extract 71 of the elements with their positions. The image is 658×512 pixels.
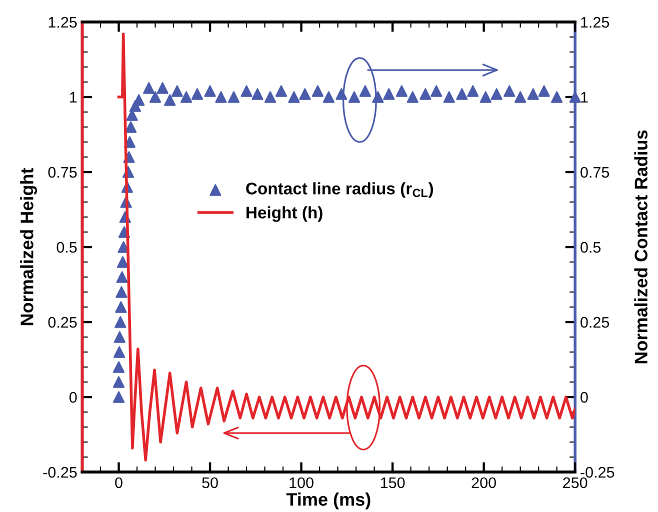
point [252, 88, 264, 100]
x-axis-title: Time (ms) [286, 492, 370, 510]
point [467, 85, 479, 97]
point [480, 91, 492, 103]
point [569, 91, 581, 103]
point [312, 85, 324, 97]
point [490, 88, 502, 100]
point [240, 85, 252, 97]
legend-label: Contact line radius (r$_{CL}$) [246, 182, 433, 198]
point [383, 88, 395, 100]
point [171, 85, 184, 97]
x-tick-label: 100 [290, 477, 314, 488]
point [112, 391, 125, 403]
x-tick-label: 150 [380, 477, 405, 488]
point [114, 316, 126, 328]
point [114, 331, 126, 343]
point [156, 82, 168, 94]
x-tick-label: 0 [115, 477, 122, 488]
y2-tick-label: 0.25 [580, 316, 610, 328]
y-tick-label: 0.75 [48, 166, 77, 178]
point [322, 91, 335, 103]
y2-tick-label: 0.5 [580, 242, 601, 253]
point [348, 91, 360, 103]
point [264, 91, 276, 103]
y2-tick-label: 0 [580, 392, 588, 403]
y-tick-label: 0.5 [56, 242, 77, 253]
x-tick-label: 250 [563, 477, 588, 488]
y-tick-label: 1 [70, 92, 77, 103]
y2-tick-label: 0.75 [580, 166, 610, 178]
point [396, 85, 408, 97]
point [228, 91, 240, 103]
point [406, 91, 418, 103]
line-series [117, 32, 576, 462]
x-tick-label: 200 [472, 477, 496, 488]
point [115, 301, 127, 313]
point [456, 88, 468, 100]
point [113, 346, 126, 358]
point [550, 91, 563, 103]
y-axis-title: Normalized Height [20, 168, 38, 326]
point [538, 85, 550, 97]
y2-tick-label: -0.25 [580, 466, 614, 478]
y-tick-label: 0 [69, 392, 77, 403]
x-tick-label: 50 [202, 477, 218, 488]
point [288, 91, 300, 103]
point [514, 91, 526, 103]
point [527, 88, 539, 100]
point [204, 85, 216, 97]
point [191, 88, 204, 100]
point [164, 94, 176, 106]
point [112, 361, 125, 373]
point [112, 376, 125, 388]
y-tick-label: 1.25 [48, 16, 77, 28]
y2-axis-title: Normalized Contact Radius [634, 130, 648, 364]
y2-tick-label: 1 [581, 92, 588, 103]
point [143, 82, 155, 94]
point [275, 85, 288, 97]
point [504, 85, 516, 97]
point [149, 91, 162, 103]
point [420, 88, 432, 100]
y2-tick-label: 1.25 [581, 16, 610, 28]
point [116, 271, 128, 283]
point [443, 91, 455, 103]
point [430, 85, 442, 97]
y-tick-label: -0.25 [43, 466, 77, 478]
point [299, 88, 311, 100]
point [359, 85, 372, 97]
point [116, 286, 128, 298]
y-tick-label: 0.25 [48, 316, 77, 328]
legend-label: Height (h) [246, 206, 322, 222]
point [215, 91, 227, 103]
point [180, 91, 192, 103]
